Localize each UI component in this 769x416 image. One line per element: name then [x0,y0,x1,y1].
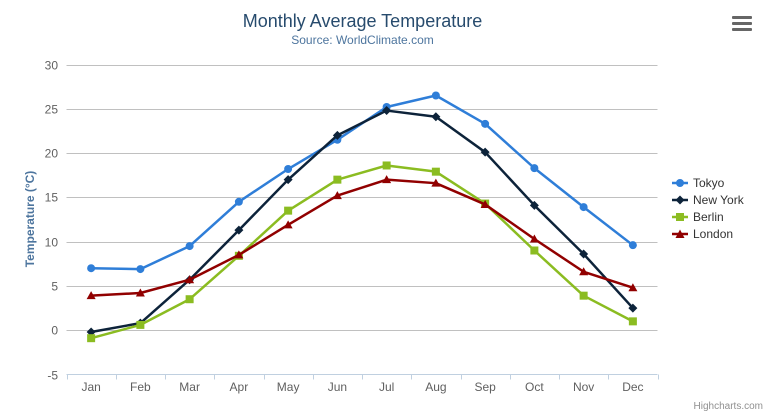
data-point-london-dec[interactable] [628,283,638,292]
data-point-berlin-mar[interactable] [185,295,194,304]
series-line-berlin [89,164,635,340]
data-point-london-mar[interactable] [185,275,195,284]
legend-marker-square-icon [672,212,688,221]
data-point-new-york-oct[interactable] [529,200,539,210]
data-point-berlin-feb[interactable] [136,320,145,329]
data-point-new-york-jul[interactable] [382,106,392,116]
data-point-london-nov[interactable] [579,267,589,276]
x-axis-label: Aug [425,380,446,394]
chart-title: Monthly Average Temperature [242,11,483,31]
y-axis-label: 5 [51,280,58,294]
data-point-tokyo-nov[interactable] [579,203,588,212]
x-axis-label: May [277,380,300,394]
legend-item-berlin[interactable]: Berlin [672,208,744,225]
y-axis-label: 15 [45,191,59,205]
data-point-berlin-may[interactable] [284,206,293,215]
legend-item-tokyo[interactable]: Tokyo [672,174,744,191]
data-point-london-feb[interactable] [135,288,145,297]
hamburger-icon [730,16,754,31]
data-point-berlin-nov[interactable] [579,291,588,300]
legend-item-label: Tokyo [693,175,725,190]
data-point-tokyo-jan[interactable] [87,264,96,273]
y-axis-label: -5 [47,369,58,383]
data-point-berlin-aug[interactable] [431,167,440,176]
x-axis-label: Apr [230,380,249,394]
data-point-tokyo-mar[interactable] [185,242,194,251]
data-point-new-york-may[interactable] [283,175,293,185]
legend-item-new-york[interactable]: New York [672,191,744,208]
x-axis-label: Sep [474,380,496,394]
x-axis-label: Jan [81,380,100,394]
credits-link[interactable]: Highcharts.com [693,401,763,412]
data-point-tokyo-sep[interactable] [481,119,490,128]
legend-item-london[interactable]: London [672,225,744,242]
x-axis-label: Mar [179,380,200,394]
x-axis-label: Oct [525,380,544,394]
data-point-tokyo-apr[interactable] [234,197,243,206]
data-point-london-oct[interactable] [529,234,539,243]
x-axis-label: Jul [379,380,394,394]
data-point-london-aug[interactable] [431,178,441,187]
y-axis-label: 20 [45,147,59,161]
data-point-new-york-apr[interactable] [234,225,244,235]
x-axis-label: Dec [622,380,643,394]
x-axis-label: Feb [130,380,151,394]
legend-marker-diamond-icon [672,195,688,204]
x-axis-label: Nov [573,380,594,394]
data-point-new-york-jun[interactable] [332,130,342,140]
data-point-berlin-oct[interactable] [530,246,539,255]
data-point-new-york-dec[interactable] [628,303,638,313]
legend-item-label: New York [693,192,744,207]
y-axis-title: Temperature (°C) [23,170,37,268]
data-point-new-york-sep[interactable] [480,147,490,157]
legend: Tokyo New York Berlin London [672,174,744,242]
data-point-berlin-jan[interactable] [87,334,96,343]
y-axis-label: 0 [51,324,58,338]
legend-item-label: Berlin [693,209,724,224]
data-point-london-sep[interactable] [480,199,490,208]
data-point-tokyo-aug[interactable] [431,91,440,100]
y-axis-label: 25 [45,103,59,117]
chart-subtitle: Source: WorldClimate.com [291,33,434,47]
legend-item-label: London [693,226,734,241]
export-menu-button[interactable] [730,15,754,35]
data-point-tokyo-dec[interactable] [628,241,637,250]
series-line-new-york [89,109,635,334]
y-axis-label: 30 [45,59,59,73]
data-point-tokyo-feb[interactable] [136,265,145,274]
data-point-tokyo-may[interactable] [284,165,293,174]
data-point-berlin-dec[interactable] [628,317,637,326]
series-line-tokyo [89,94,635,271]
data-point-tokyo-oct[interactable] [530,164,539,173]
data-point-new-york-aug[interactable] [431,112,441,122]
y-axis-label: 10 [45,236,59,250]
x-axis-label: Jun [328,380,347,394]
data-point-berlin-jul[interactable] [382,161,391,170]
data-point-new-york-nov[interactable] [579,249,589,259]
data-point-london-apr[interactable] [234,250,244,259]
data-point-london-may[interactable] [283,220,293,229]
data-point-london-jul[interactable] [382,175,392,184]
legend-marker-triangle-icon [672,229,688,238]
series-line-london [89,178,635,297]
data-point-london-jun[interactable] [332,191,342,200]
data-point-berlin-jun[interactable] [333,175,342,184]
data-point-london-jan[interactable] [86,291,96,300]
legend-marker-circle-icon [672,178,688,187]
